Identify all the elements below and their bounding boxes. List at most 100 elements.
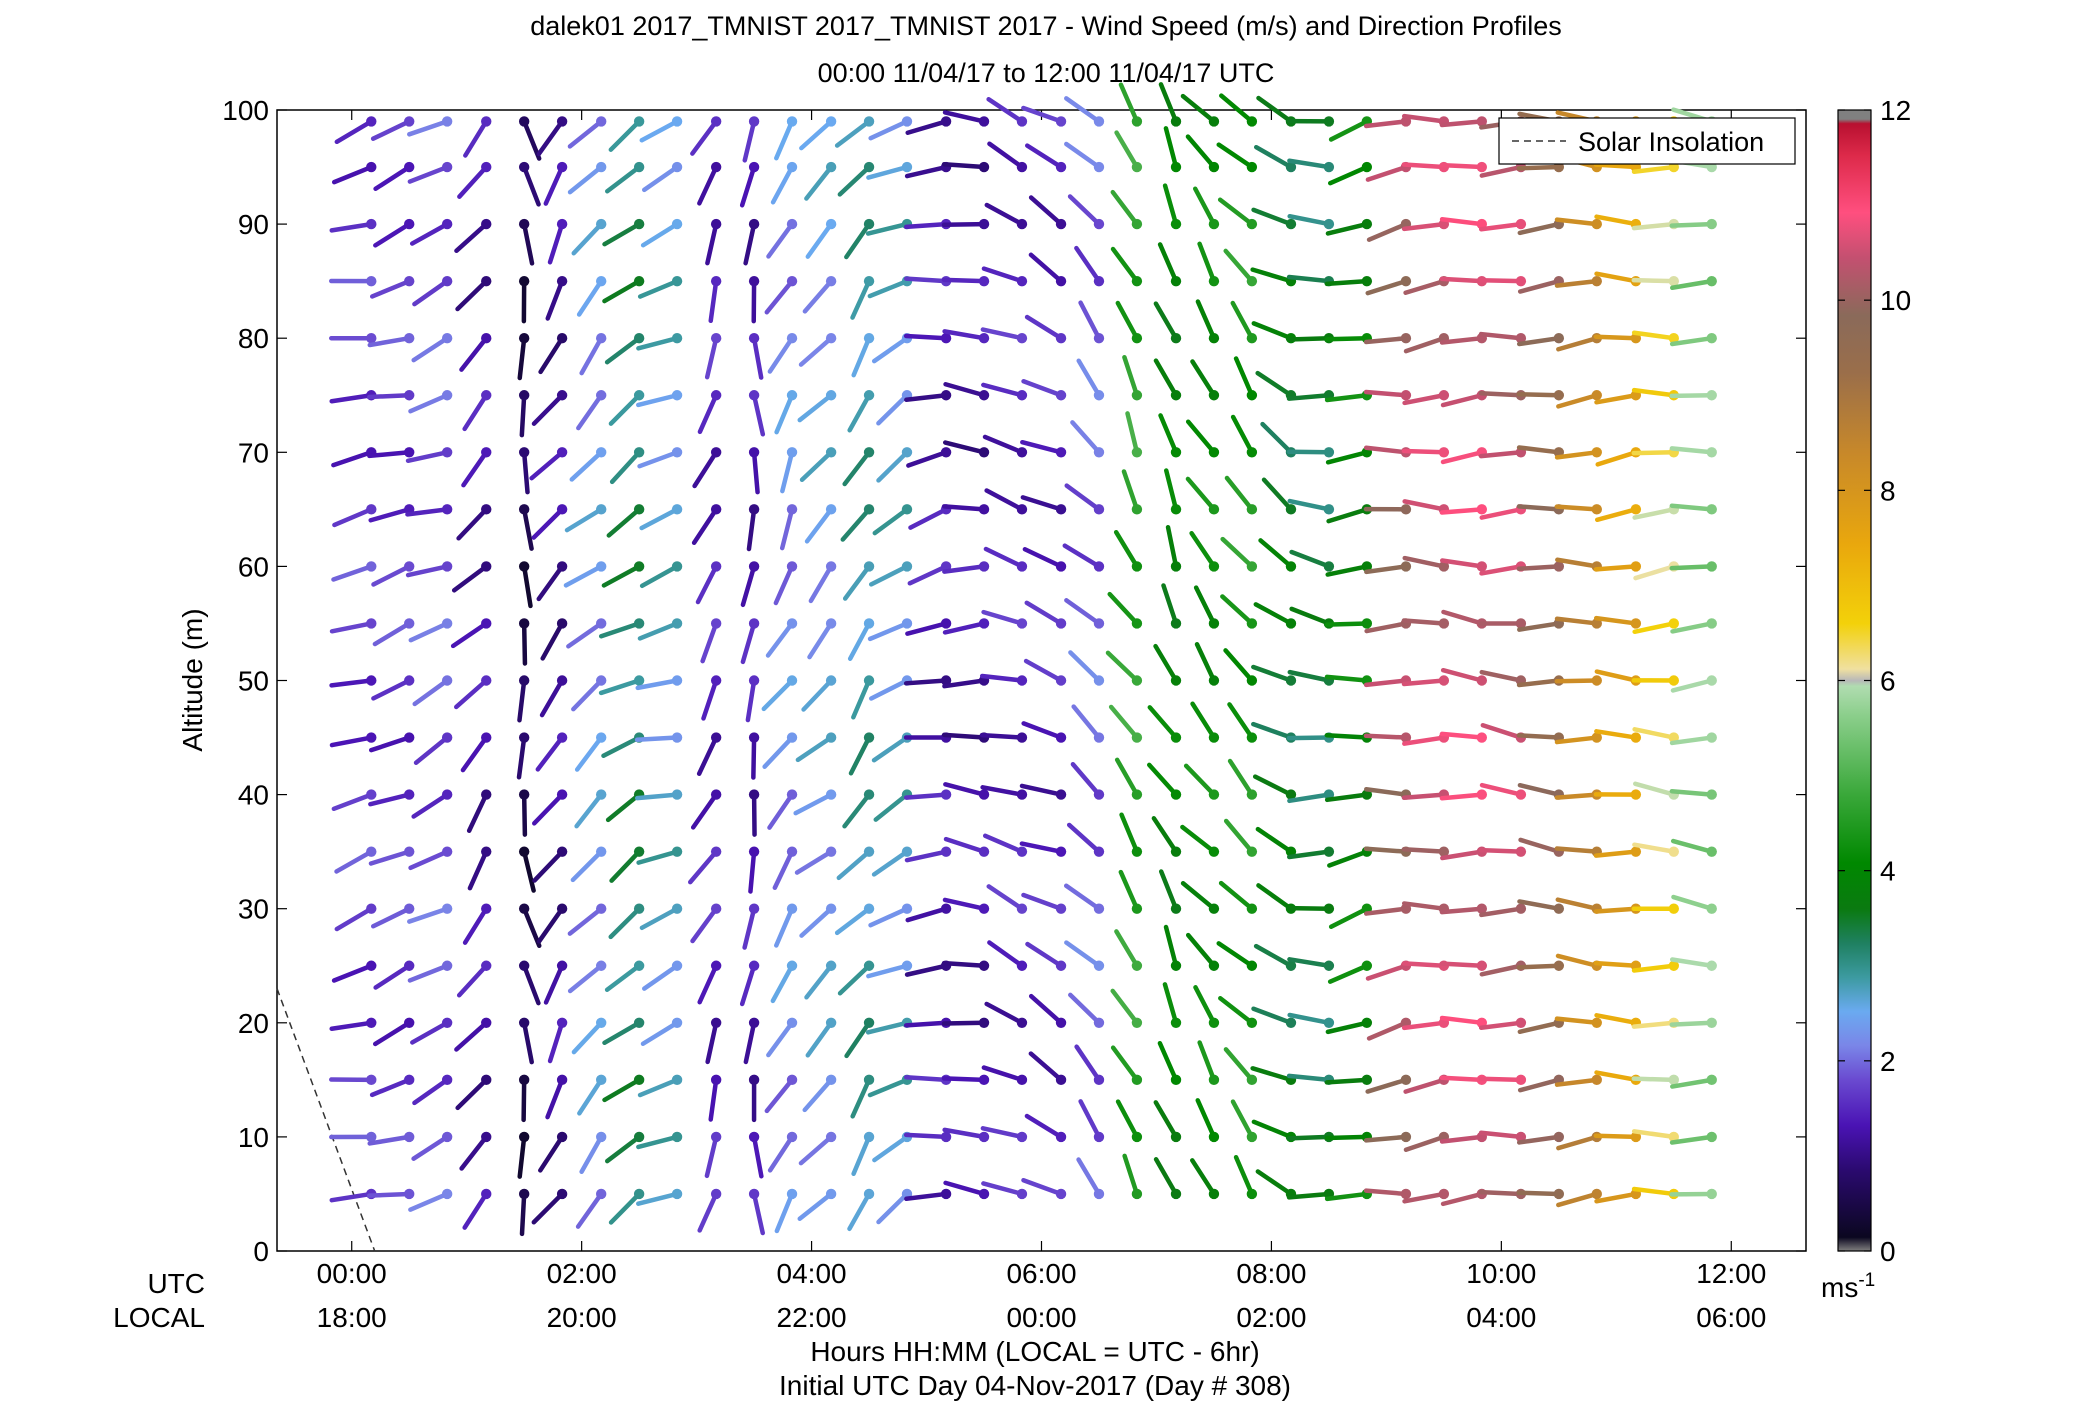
wind-barb-stick: [799, 450, 834, 483]
wind-barb-dot: [404, 116, 415, 127]
wind-barb-stick: [462, 393, 489, 432]
wind-barb-stick: [981, 266, 1025, 284]
wind-barb-stick: [1439, 1075, 1485, 1083]
wind-barb-stick: [1227, 702, 1255, 740]
wind-barb: [774, 903, 798, 948]
wind-barb: [467, 846, 492, 891]
x-tick-label-utc: 12:00: [1696, 1258, 1766, 1289]
wind-barb-dot: [1170, 618, 1182, 629]
wind-barb-stick: [1478, 450, 1524, 459]
wind-barb-dot: [1093, 732, 1105, 743]
wind-barb-stick: [1224, 475, 1255, 512]
wind-barb: [1153, 1100, 1182, 1143]
wind-barb-stick: [1197, 241, 1217, 284]
wind-barb-dot: [978, 161, 990, 173]
wind-barb-dot: [1093, 504, 1105, 515]
wind-barb-stick: [987, 940, 1025, 968]
wind-barb: [608, 116, 645, 152]
wind-barb-dot: [1323, 116, 1335, 127]
wind-barb: [1071, 704, 1105, 743]
wind-barb: [1478, 1074, 1527, 1086]
wind-barb-stick: [529, 450, 565, 481]
wind-barb-dot: [863, 1131, 875, 1143]
wind-barb: [797, 390, 837, 423]
wind-barb-stick: [1028, 1051, 1064, 1083]
wind-barb: [690, 789, 722, 830]
wind-barb-stick: [798, 335, 834, 367]
wind-barb: [373, 960, 415, 990]
wind-barb-stick: [704, 335, 719, 380]
wind-barb-stick: [602, 221, 642, 247]
wind-barb-dot: [595, 960, 607, 971]
wind-barb: [605, 161, 645, 194]
wind-barb-dot: [825, 561, 837, 572]
wind-barb-dot: [1323, 218, 1335, 230]
wind-barb-dot: [1246, 1074, 1258, 1086]
wind-barb: [1019, 841, 1067, 857]
wind-barb-stick: [639, 906, 680, 931]
wind-barb-stick: [1556, 1134, 1600, 1151]
wind-barb-stick: [1251, 1006, 1294, 1026]
wind-barb: [1025, 143, 1067, 173]
wind-barb-stick: [1439, 906, 1485, 915]
wind-barb-stick: [1439, 1015, 1485, 1026]
wind-barb-stick: [372, 621, 412, 647]
wind-barb-dot: [1706, 1074, 1717, 1086]
wind-barb-dot: [863, 732, 875, 743]
wind-barb: [462, 390, 492, 432]
wind-barb-dot: [671, 390, 683, 401]
wind-barb-stick: [1105, 650, 1140, 683]
wind-barb: [1439, 161, 1488, 173]
wind-barb: [1287, 957, 1335, 971]
wind-barb: [1193, 585, 1220, 629]
wind-barb: [1669, 446, 1717, 458]
y-axis-label: Altitude (m): [177, 608, 208, 751]
wind-barb: [370, 116, 415, 141]
wind-barb-dot: [404, 618, 415, 629]
y-tick-label: 100: [222, 95, 269, 126]
wind-barb: [804, 161, 837, 201]
wind-barb-stick: [1328, 906, 1370, 930]
wind-barb: [1233, 1154, 1258, 1200]
wind-barb-stick: [408, 621, 450, 643]
wind-barb: [987, 940, 1028, 971]
wind-barb-stick: [903, 221, 949, 230]
wind-barb-stick: [847, 1191, 872, 1232]
wind-barb-stick: [943, 1180, 987, 1197]
wind-barb-stick: [1554, 450, 1600, 460]
wind-barb: [1157, 1040, 1182, 1086]
wind-barb-dot: [863, 903, 875, 914]
wind-barb: [567, 161, 607, 195]
wind-barb-dot: [1515, 846, 1527, 857]
wind-barb: [407, 116, 453, 137]
wind-barb: [1227, 758, 1258, 800]
wind-barb-stick: [1019, 783, 1064, 797]
wind-barb: [692, 447, 722, 489]
wind-barb-stick: [742, 119, 757, 163]
wind-barb-stick: [373, 164, 412, 192]
wind-barb-dot: [441, 903, 453, 914]
wind-barb: [981, 266, 1028, 287]
wind-barb: [536, 561, 568, 602]
wind-barb-stick: [1115, 1099, 1140, 1140]
wind-barb-stick: [799, 906, 834, 938]
wind-barb-stick: [601, 564, 642, 588]
wind-barb: [412, 675, 453, 707]
wind-barb-stick: [467, 849, 489, 891]
wind-barb-dot: [481, 390, 492, 401]
wind-barb: [1439, 504, 1488, 515]
wind-barb-dot: [1323, 960, 1335, 971]
wind-barb-stick: [1671, 894, 1714, 911]
wind-barb-dot: [595, 275, 607, 287]
wind-barb: [982, 434, 1028, 458]
wind-barb: [518, 1074, 530, 1123]
wind-barb-stick: [836, 849, 872, 881]
wind-barb: [981, 1181, 1028, 1200]
wind-barb-dot: [1016, 960, 1028, 971]
wind-barb-dot: [1591, 218, 1602, 230]
wind-barb-stick: [1478, 1189, 1524, 1197]
wind-barb-dot: [556, 161, 568, 173]
wind-barb-stick: [1230, 300, 1255, 341]
wind-barb: [740, 618, 760, 665]
wind-barb-dot: [1170, 275, 1182, 287]
